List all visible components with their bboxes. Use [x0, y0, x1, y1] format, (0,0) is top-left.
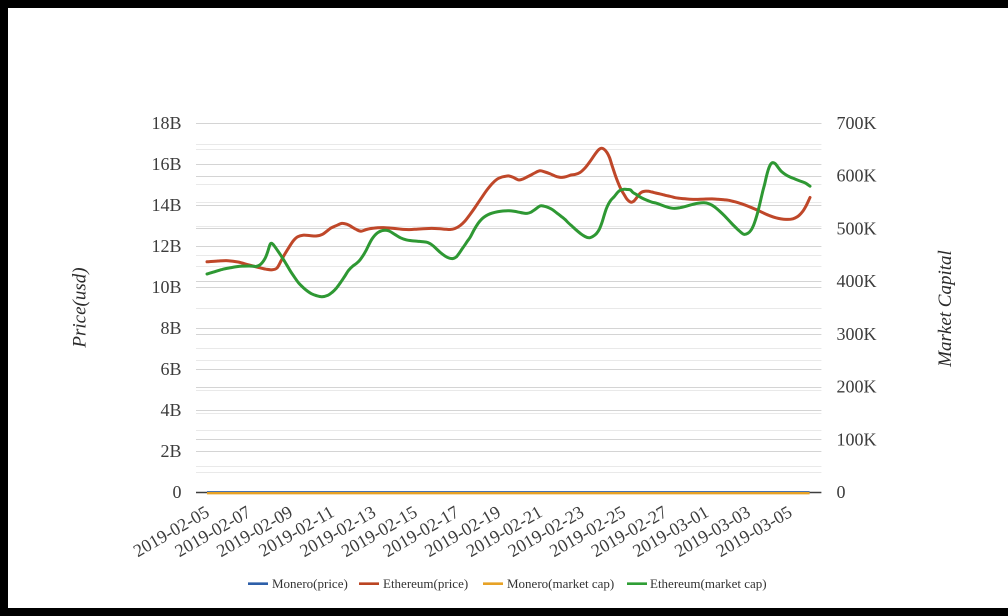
svg-text:Ethereum(price): Ethereum(price)	[383, 576, 468, 591]
svg-text:4B: 4B	[160, 400, 181, 420]
svg-text:Price(usd): Price(usd)	[70, 267, 91, 348]
svg-text:100K: 100K	[837, 429, 877, 449]
svg-text:6B: 6B	[160, 359, 181, 379]
svg-text:500K: 500K	[837, 218, 877, 238]
svg-text:300K: 300K	[837, 324, 877, 344]
svg-text:14B: 14B	[151, 195, 181, 215]
svg-text:700K: 700K	[837, 113, 877, 133]
svg-text:600K: 600K	[837, 166, 877, 186]
svg-text:0: 0	[173, 482, 182, 502]
svg-text:0: 0	[837, 482, 846, 502]
svg-text:18B: 18B	[151, 113, 181, 133]
svg-text:Ethereum(market cap): Ethereum(market cap)	[650, 576, 767, 591]
svg-text:12B: 12B	[151, 236, 181, 256]
svg-text:Monero(market cap): Monero(market cap)	[507, 576, 614, 591]
svg-text:400K: 400K	[837, 271, 877, 291]
svg-text:8B: 8B	[160, 318, 181, 338]
svg-text:2B: 2B	[160, 441, 181, 461]
svg-text:200K: 200K	[837, 377, 877, 397]
svg-text:Market Capital: Market Capital	[935, 250, 956, 368]
svg-text:16B: 16B	[151, 154, 181, 174]
svg-text:Monero(price): Monero(price)	[272, 576, 348, 591]
svg-text:10B: 10B	[151, 277, 181, 297]
